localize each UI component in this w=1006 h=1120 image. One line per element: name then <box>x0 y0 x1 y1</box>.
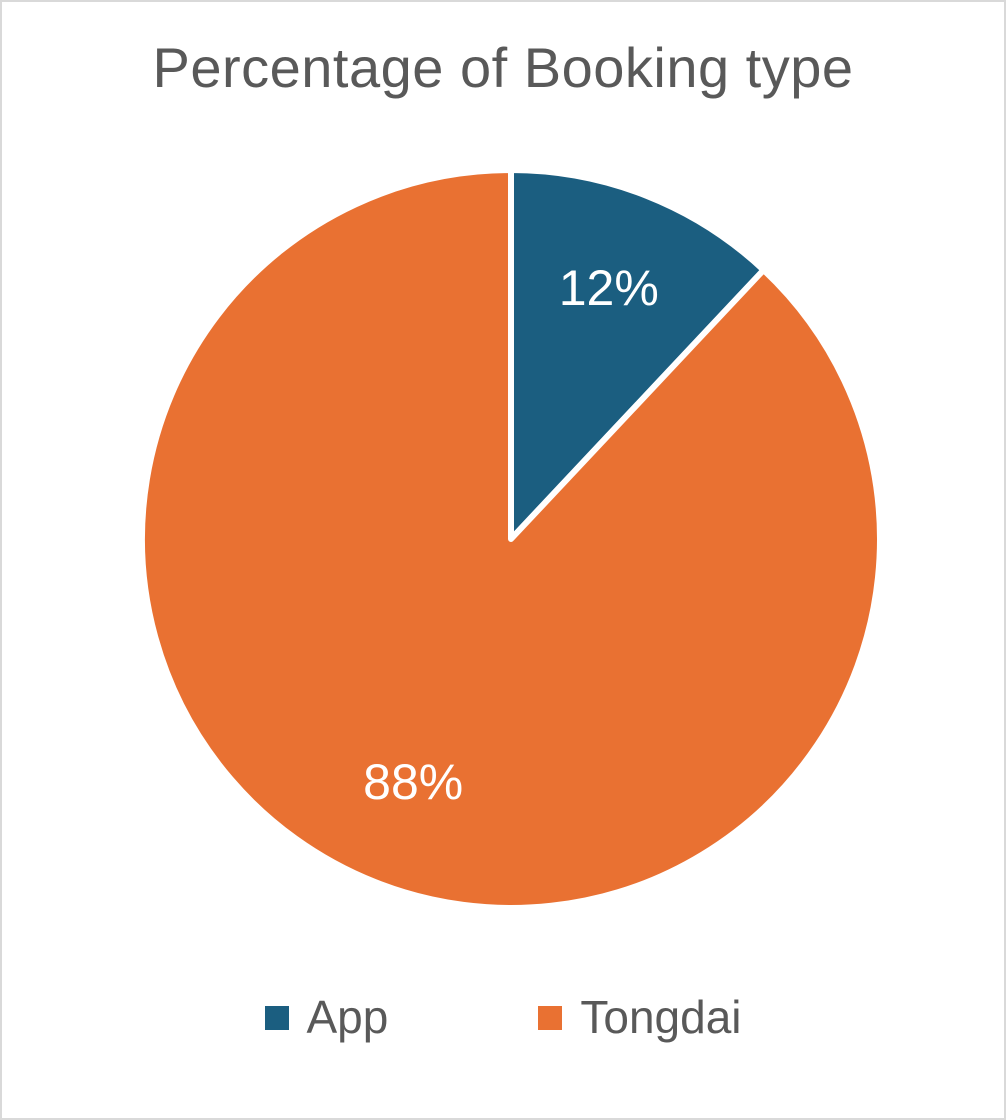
pie-slice-app[interactable] <box>508 167 767 542</box>
data-label-app: 12% <box>559 260 659 316</box>
legend-item-app[interactable]: App <box>264 990 389 1045</box>
chart-title: Percentage of Booking type <box>152 36 854 99</box>
pie-data-labels: 12% 88% <box>363 260 659 810</box>
pie-slice-tongdai[interactable] <box>139 167 883 911</box>
pie-slices <box>139 167 883 911</box>
legend-item-tongdai[interactable]: Tongdai <box>538 990 742 1045</box>
legend-swatch-app <box>264 1005 289 1030</box>
legend-label-app: App <box>306 991 389 1043</box>
data-label-tongdai: 88% <box>363 754 463 810</box>
legend-swatch-tongdai <box>538 1005 563 1030</box>
legend: App Tongdai <box>0 990 1006 1045</box>
legend-label-tongdai: Tongdai <box>580 991 742 1043</box>
